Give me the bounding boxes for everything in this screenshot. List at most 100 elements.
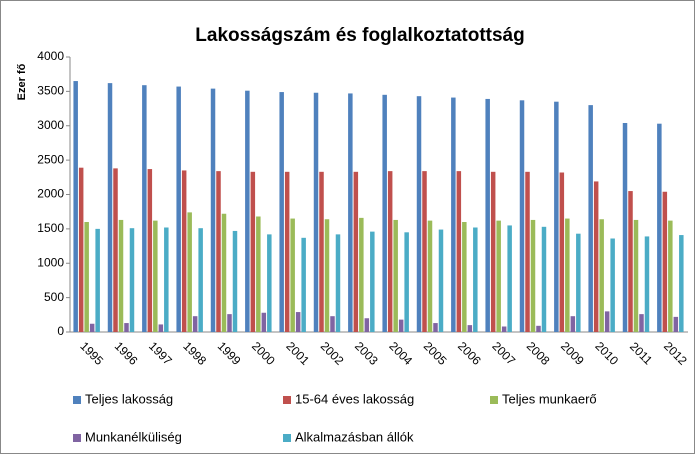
bar (301, 237, 306, 332)
bar (673, 316, 679, 332)
y-tick-label: 4000 (37, 49, 64, 63)
bar (113, 168, 118, 332)
bar (118, 219, 124, 332)
bar (525, 171, 530, 332)
bar (261, 312, 267, 332)
bar (507, 225, 512, 332)
bar (496, 220, 501, 332)
bar (559, 172, 565, 332)
y-tick-label: 1000 (37, 255, 64, 269)
bar (147, 169, 153, 332)
bar (554, 101, 559, 332)
bar (427, 220, 433, 332)
bar (129, 228, 135, 332)
bar (84, 222, 89, 332)
bar (198, 228, 203, 332)
legend-label: Teljes lakosság (85, 391, 173, 406)
bar (192, 316, 198, 332)
bar (593, 181, 599, 332)
bar (633, 219, 639, 332)
bar (290, 218, 295, 332)
bar (95, 228, 100, 332)
bar (364, 318, 370, 332)
bar (353, 171, 359, 332)
y-tick-label: 1500 (37, 221, 64, 235)
bar (438, 229, 444, 332)
y-axis-label: Ezer fő (16, 63, 28, 100)
chart-title: Lakosságszám és foglalkoztatottság (195, 25, 524, 46)
bar (451, 97, 456, 332)
legend-swatch (490, 396, 498, 404)
bar (570, 316, 576, 332)
bar (89, 323, 95, 332)
legend-swatch (283, 434, 291, 442)
bar (433, 323, 438, 332)
bar (176, 86, 181, 332)
bar (158, 324, 164, 332)
bar (628, 191, 633, 332)
bar (467, 325, 473, 332)
bar (313, 92, 319, 332)
bar (473, 227, 478, 332)
bar (279, 92, 284, 332)
bar (456, 171, 462, 332)
legend-swatch (73, 434, 81, 442)
y-tick-label: 2000 (37, 187, 64, 201)
bar (267, 234, 272, 332)
bar (221, 213, 227, 332)
bar (639, 314, 644, 332)
y-tick-label: 500 (44, 290, 64, 304)
bar (604, 311, 610, 332)
bar (250, 171, 256, 332)
bar (530, 219, 536, 332)
bar (485, 98, 490, 332)
legend-swatch (283, 396, 291, 404)
bar (256, 216, 261, 332)
y-tick-label: 3500 (37, 84, 64, 98)
bar (335, 234, 341, 332)
bar (599, 219, 604, 332)
bar (232, 230, 238, 332)
bar (370, 231, 375, 332)
bar (187, 212, 192, 332)
legend-label: Alkalmazásban állók (295, 429, 414, 444)
bar (387, 171, 393, 332)
bar (565, 218, 570, 332)
y-tick-label: 2500 (37, 152, 64, 166)
bar (422, 171, 427, 332)
y-tick-label: 3000 (37, 118, 64, 132)
bar (588, 105, 593, 332)
bar (216, 171, 221, 332)
bar (462, 222, 467, 332)
bar (536, 325, 541, 332)
bar (107, 83, 113, 332)
bar (644, 236, 650, 332)
bar (576, 233, 581, 332)
y-tick-label: 0 (57, 324, 64, 338)
bar (610, 238, 615, 332)
bar (519, 100, 525, 332)
bar (210, 88, 216, 332)
bar (398, 319, 404, 332)
bar (679, 235, 684, 332)
bar (324, 219, 330, 332)
bar (153, 220, 158, 332)
bar (181, 170, 187, 332)
legend-swatch (73, 396, 81, 404)
bar (541, 226, 547, 332)
bar (490, 171, 496, 332)
bar (393, 219, 398, 332)
bar (78, 167, 84, 332)
bar (359, 217, 364, 332)
bar (501, 326, 507, 332)
bar (245, 90, 250, 332)
bar (295, 312, 301, 332)
legend-label: 15-64 éves lakosság (295, 391, 414, 406)
legend-label: Munkanélküliség (85, 429, 182, 444)
bar (668, 220, 673, 332)
bar (622, 123, 628, 332)
bar (330, 316, 335, 332)
bar (404, 232, 409, 332)
bar (73, 81, 78, 332)
bar (284, 171, 290, 332)
